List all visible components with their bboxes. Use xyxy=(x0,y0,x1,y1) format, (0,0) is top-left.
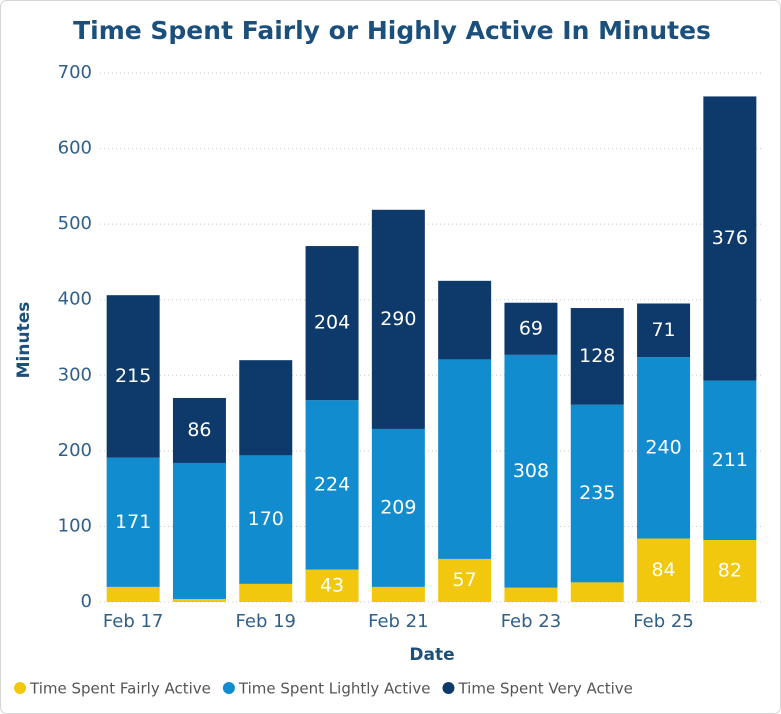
y-tick-label: 0 xyxy=(81,591,92,612)
bar-segment xyxy=(172,598,226,602)
data-label: 376 xyxy=(712,227,748,249)
legend-marker xyxy=(442,682,455,694)
data-label: 171 xyxy=(115,511,151,533)
bar-segment xyxy=(637,303,691,358)
y-tick-label: 400 xyxy=(58,289,92,310)
data-label: 69 xyxy=(519,317,543,339)
bar-segment xyxy=(504,302,558,355)
bar-segment xyxy=(504,354,558,588)
y-tick-label: 700 xyxy=(58,62,92,83)
data-label: 224 xyxy=(314,473,350,495)
bar-segment xyxy=(570,404,624,583)
legend-marker xyxy=(14,682,26,694)
x-tick-label: Feb 25 xyxy=(633,611,694,632)
data-label: 240 xyxy=(645,436,681,458)
bar-segment xyxy=(305,400,359,570)
y-tick-label: 200 xyxy=(58,440,92,461)
bar-segment xyxy=(438,359,492,559)
bar-segment xyxy=(172,397,226,463)
x-tick-label: Feb 17 xyxy=(103,611,164,632)
bar-segment xyxy=(637,357,691,539)
bar-segment xyxy=(371,209,425,429)
bar-segment xyxy=(106,586,160,602)
bar-segment xyxy=(106,295,160,458)
bar-segment xyxy=(438,280,492,360)
bar-segment xyxy=(239,455,293,584)
data-label: 170 xyxy=(248,508,284,530)
bar-segment xyxy=(570,308,624,405)
data-label: 86 xyxy=(187,419,211,441)
y-tick-label: 300 xyxy=(58,364,92,385)
bar-segment xyxy=(371,586,425,602)
bar-segment xyxy=(106,457,160,587)
data-label: 215 xyxy=(115,365,151,387)
data-label: 57 xyxy=(453,569,477,591)
data-label: 209 xyxy=(380,496,416,518)
x-tick-label: Feb 23 xyxy=(501,611,562,632)
bar-segment xyxy=(703,540,757,602)
bar-segment xyxy=(438,558,492,602)
data-label: 43 xyxy=(320,574,344,596)
bar-segment xyxy=(703,380,757,541)
y-tick-label: 100 xyxy=(58,515,92,536)
data-label: 84 xyxy=(651,559,675,581)
legend-marker xyxy=(222,682,235,694)
bar-segment xyxy=(239,583,293,602)
data-label: 128 xyxy=(579,345,615,367)
data-label: 71 xyxy=(651,319,675,341)
bar-segment xyxy=(305,246,359,401)
bar-segment xyxy=(637,538,691,602)
legend-label: Time Spent Very Active xyxy=(457,680,632,698)
bar-segment xyxy=(371,428,425,587)
data-label: 308 xyxy=(513,460,549,482)
x-tick-label: Feb 21 xyxy=(368,611,429,632)
legend-label: Time Spent Lightly Active xyxy=(238,680,431,698)
x-tick-label: Feb 19 xyxy=(236,611,297,632)
bar-segment xyxy=(504,587,558,602)
x-axis-title: Date xyxy=(409,645,454,665)
bar-segment xyxy=(703,96,757,381)
data-label: 235 xyxy=(579,482,615,504)
y-tick-label: 600 xyxy=(58,138,92,159)
bar-segment xyxy=(570,582,624,602)
bar-segment xyxy=(239,360,293,456)
chart-title: Time Spent Fairly or Highly Active In Mi… xyxy=(73,16,711,45)
data-label: 204 xyxy=(314,312,350,334)
data-label: 82 xyxy=(718,560,742,582)
y-axis-title: Minutes xyxy=(14,302,34,379)
bar-segment xyxy=(305,569,359,602)
bar-segment xyxy=(172,462,226,599)
data-label: 211 xyxy=(712,449,748,471)
data-label: 290 xyxy=(380,308,416,330)
y-tick-label: 500 xyxy=(58,213,92,234)
legend-label: Time Spent Fairly Active xyxy=(29,680,211,698)
